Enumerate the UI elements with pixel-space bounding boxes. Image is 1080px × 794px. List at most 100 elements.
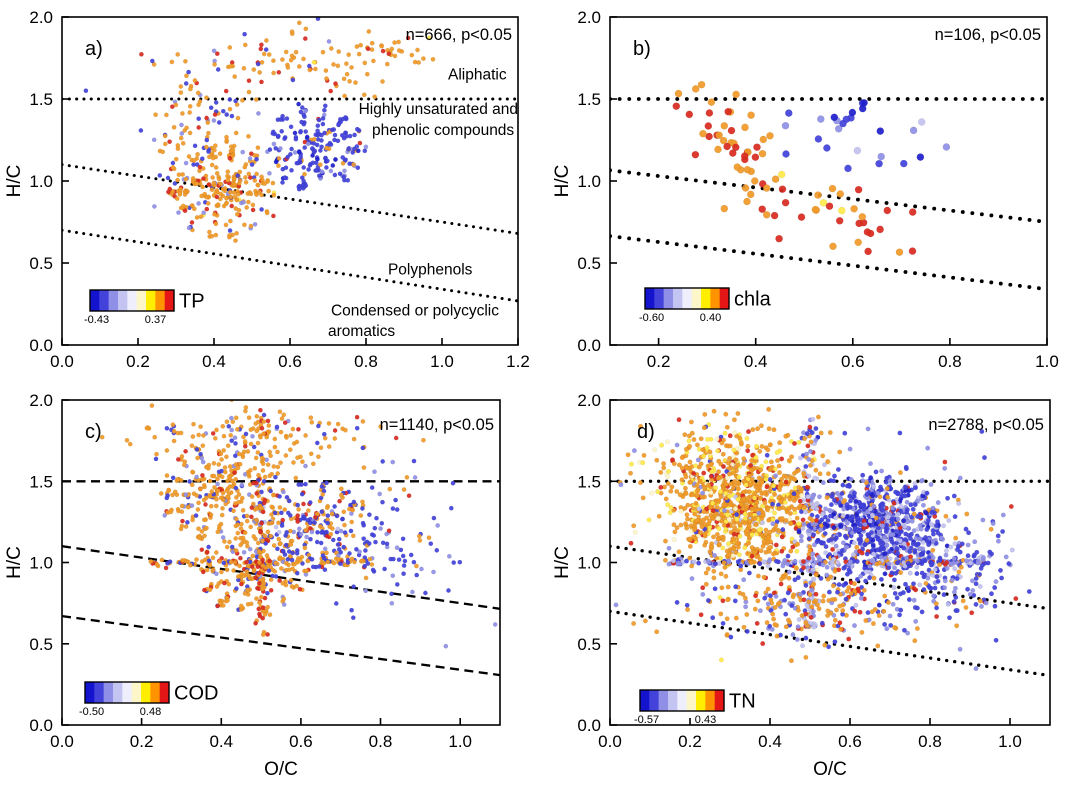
svg-text:1.5: 1.5 bbox=[577, 472, 601, 491]
points-layer bbox=[83, 17, 436, 244]
svg-text:0.4: 0.4 bbox=[758, 732, 782, 751]
svg-text:0.5: 0.5 bbox=[29, 254, 53, 273]
svg-text:0.2: 0.2 bbox=[647, 352, 671, 371]
panel-b-chart: 0.2 0.4 0.6 0.8 1.0 0.0 0.5 1.0 1.5 2.0 H/C b) n=106… bbox=[552, 8, 1059, 371]
svg-text:1.5: 1.5 bbox=[29, 90, 53, 109]
svg-text:0.6: 0.6 bbox=[278, 352, 302, 371]
svg-text:0.0: 0.0 bbox=[577, 336, 601, 355]
colorbar-max: 0.40 bbox=[700, 312, 721, 324]
colorbar-label: TP bbox=[179, 291, 205, 313]
tick-labels: 0.0 0.2 0.4 0.6 0.8 1.0 0.0 0.5 1.0 1.5 2.0 bbox=[29, 391, 472, 751]
colorbar-min: -0.57 bbox=[634, 714, 659, 726]
n-label: n=1140, p<0.05 bbox=[380, 416, 494, 434]
colorbar-label: chla bbox=[734, 289, 772, 311]
panel-letter: a) bbox=[85, 38, 103, 60]
colorbar: -0.43 0.37 TP bbox=[84, 289, 205, 326]
colorbar-label: COD bbox=[174, 683, 218, 705]
region-annotations: Aliphatic Highly unsaturated and phenolic … bbox=[328, 66, 518, 340]
svg-text:0.4: 0.4 bbox=[209, 732, 233, 751]
x-axis-label: O/C bbox=[264, 759, 298, 780]
svg-text:0.4: 0.4 bbox=[202, 352, 226, 371]
svg-text:0.6: 0.6 bbox=[838, 732, 862, 751]
svg-text:0.0: 0.0 bbox=[598, 732, 622, 751]
svg-text:Condensed or polycyclic: Condensed or polycyclic bbox=[331, 303, 499, 320]
svg-text:1.0: 1.0 bbox=[577, 172, 601, 191]
ref-lines bbox=[610, 97, 1047, 292]
points-layer bbox=[672, 80, 951, 256]
svg-text:Polyphenols: Polyphenols bbox=[388, 262, 473, 279]
svg-text:0.2: 0.2 bbox=[130, 732, 154, 751]
axis-ticks bbox=[61, 399, 462, 726]
n-label: n=106, p<0.05 bbox=[935, 26, 1041, 44]
svg-text:2.0: 2.0 bbox=[577, 391, 601, 410]
svg-text:1.0: 1.0 bbox=[430, 352, 454, 371]
colorbar: -0.57 0.43 TN bbox=[634, 689, 756, 726]
tick-labels: 0.0 0.2 0.4 0.6 0.8 1.0 1.2 0.0 0.5 1.0 1.5 2.0 bbox=[29, 8, 529, 371]
svg-text:1.5: 1.5 bbox=[577, 90, 601, 109]
svg-text:Aliphatic: Aliphatic bbox=[448, 66, 507, 83]
svg-text:0.6: 0.6 bbox=[841, 352, 865, 371]
panel-a-chart: 0.0 0.2 0.4 0.6 0.8 1.0 1.2 0.0 0.5 1.0 1.5 2.0 H/C a… bbox=[4, 8, 530, 371]
n-label: n=666, p<0.05 bbox=[406, 26, 512, 44]
svg-text:0.0: 0.0 bbox=[577, 716, 601, 735]
colorbar-min: -0.50 bbox=[79, 706, 104, 718]
panel-d: 0.0 0.2 0.4 0.6 0.8 1.0 0.0 0.5 1.0 1.5 2.0 H/C O/C d… bbox=[540, 391, 1080, 794]
svg-text:2.0: 2.0 bbox=[29, 391, 53, 410]
svg-text:0.8: 0.8 bbox=[938, 352, 962, 371]
svg-text:0.6: 0.6 bbox=[289, 732, 313, 751]
colorbar-min: -0.60 bbox=[639, 312, 664, 324]
x-axis-label: O/C bbox=[813, 759, 847, 780]
ref-lines bbox=[62, 97, 518, 303]
panel-letter: b) bbox=[633, 38, 651, 60]
svg-text:0.0: 0.0 bbox=[29, 716, 53, 735]
colorbar-max: 0.37 bbox=[145, 314, 166, 326]
svg-text:1.0: 1.0 bbox=[998, 732, 1022, 751]
axis-ticks bbox=[61, 16, 519, 346]
svg-text:0.5: 0.5 bbox=[29, 635, 53, 654]
svg-text:aromatics: aromatics bbox=[328, 323, 395, 340]
panel-b: 0.2 0.4 0.6 0.8 1.0 0.0 0.5 1.0 1.5 2.0 H/C b) n=106… bbox=[540, 0, 1080, 397]
colorbar-max: 0.48 bbox=[140, 706, 161, 718]
svg-text:2.0: 2.0 bbox=[577, 8, 601, 27]
axis-ticks bbox=[609, 399, 1011, 726]
colorbar-min: -0.43 bbox=[84, 314, 109, 326]
svg-text:1.0: 1.0 bbox=[29, 172, 53, 191]
svg-text:0.0: 0.0 bbox=[50, 732, 74, 751]
colorbar: -0.60 0.40 chla bbox=[639, 287, 772, 324]
panel-c: 0.0 0.2 0.4 0.6 0.8 1.0 0.0 0.5 1.0 1.5 2.0 H/C O/C c… bbox=[0, 391, 540, 794]
panel-letter: c) bbox=[85, 421, 102, 443]
y-axis-label: H/C bbox=[4, 546, 25, 579]
svg-text:0.5: 0.5 bbox=[577, 635, 601, 654]
y-axis-label: H/C bbox=[552, 546, 573, 579]
svg-text:0.5: 0.5 bbox=[577, 254, 601, 273]
svg-text:0.2: 0.2 bbox=[678, 732, 702, 751]
colorbar-max: 0.43 bbox=[695, 714, 716, 726]
points-layer bbox=[99, 400, 498, 649]
tick-labels: 0.0 0.2 0.4 0.6 0.8 1.0 0.0 0.5 1.0 1.5 2.0 bbox=[577, 391, 1021, 751]
panel-d-chart: 0.0 0.2 0.4 0.6 0.8 1.0 0.0 0.5 1.0 1.5 2.0 H/C O/C d… bbox=[552, 391, 1051, 780]
svg-text:0.4: 0.4 bbox=[744, 352, 768, 371]
svg-text:1.0: 1.0 bbox=[577, 554, 601, 573]
ref-lines bbox=[62, 480, 500, 677]
svg-text:1.5: 1.5 bbox=[29, 472, 53, 491]
panel-a: 0.0 0.2 0.4 0.6 0.8 1.0 1.2 0.0 0.5 1.0 1.5 2.0 H/C a… bbox=[0, 0, 540, 397]
y-axis-label: H/C bbox=[552, 165, 573, 198]
svg-text:0.8: 0.8 bbox=[354, 352, 378, 371]
svg-text:Highly unsaturated and: Highly unsaturated and bbox=[359, 101, 518, 118]
svg-text:2.0: 2.0 bbox=[29, 8, 53, 27]
svg-text:1.0: 1.0 bbox=[1035, 352, 1059, 371]
colorbar-label: TN bbox=[729, 691, 756, 713]
svg-text:1.0: 1.0 bbox=[448, 732, 472, 751]
svg-text:0.0: 0.0 bbox=[50, 352, 74, 371]
svg-text:phenolic compounds: phenolic compounds bbox=[372, 122, 514, 139]
panel-c-chart: 0.0 0.2 0.4 0.6 0.8 1.0 0.0 0.5 1.0 1.5 2.0 H/C O/C c… bbox=[4, 391, 501, 780]
y-axis-label: H/C bbox=[4, 165, 25, 198]
n-label: n=2788, p<0.05 bbox=[928, 416, 1044, 434]
svg-text:1.2: 1.2 bbox=[506, 352, 530, 371]
colorbar: -0.50 0.48 COD bbox=[79, 681, 218, 718]
tick-labels: 0.2 0.4 0.6 0.8 1.0 0.0 0.5 1.0 1.5 2.0 bbox=[577, 8, 1058, 371]
svg-text:0.8: 0.8 bbox=[369, 732, 393, 751]
panel-letter: d) bbox=[637, 421, 655, 443]
points-layer bbox=[613, 406, 1032, 672]
